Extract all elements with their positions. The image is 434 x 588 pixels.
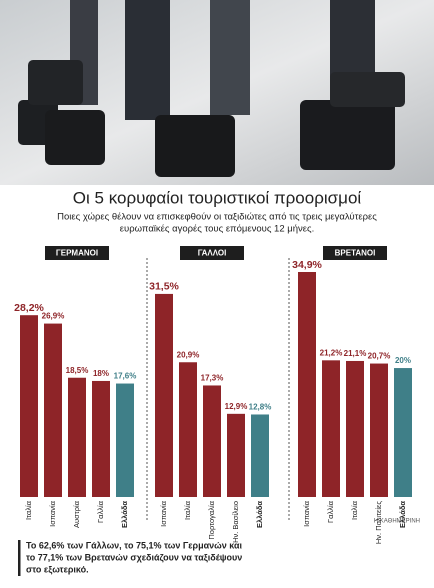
value-label: 12,8% xyxy=(249,403,272,412)
panel-header: ΓΕΡΜΑΝΟΙ xyxy=(56,249,98,258)
category-label: Ην. Πολιτείες xyxy=(374,501,383,545)
value-label: 21,2% xyxy=(320,348,343,357)
value-label: 26,9% xyxy=(42,312,65,321)
category-label: Γαλλία xyxy=(326,500,335,523)
value-label: 18% xyxy=(93,369,109,378)
panel-header-box xyxy=(180,246,244,260)
value-label: 20% xyxy=(395,356,411,365)
value-label: 21,1% xyxy=(344,349,367,358)
title: Οι 5 κορυφαίοι τουριστικοί προορισμοί xyxy=(73,188,362,207)
category-label: Γαλλία xyxy=(96,500,105,523)
category-label: Ιταλία xyxy=(350,500,359,520)
value-label: 20,9% xyxy=(177,350,200,359)
bar xyxy=(68,377,86,497)
panel-header: ΒΡΕΤΑΝΟΙ xyxy=(335,249,376,258)
category-label: Ην. Βασίλειο xyxy=(231,501,240,543)
category-label: Ιταλία xyxy=(24,500,33,520)
bar xyxy=(116,383,134,497)
source: Η ΚΑΘΗΜΕΡΙΝΗ xyxy=(374,519,420,525)
bar xyxy=(322,360,340,497)
bar xyxy=(394,368,412,497)
panel-header-box xyxy=(323,246,387,260)
bar xyxy=(203,385,221,497)
bar xyxy=(44,323,62,497)
value-label: 17,6% xyxy=(114,372,137,381)
bar xyxy=(370,363,388,497)
footnote: Το 62,6% των Γάλλων, το 75,1% των Γερμαν… xyxy=(26,540,242,550)
category-label: Ισπανία xyxy=(159,500,168,527)
value-label: 34,9% xyxy=(292,259,322,271)
bar xyxy=(346,360,364,497)
bar xyxy=(20,315,38,497)
bar xyxy=(92,380,110,497)
subtitle: ευρωπαϊκές αγορές τους επόμενους 12 μήνε… xyxy=(120,224,314,235)
bar xyxy=(155,293,173,497)
value-label: 17,3% xyxy=(201,374,224,383)
category-label: Ιταλία xyxy=(183,500,192,520)
footnote: στο εξωτερικό. xyxy=(26,564,89,574)
footnote: το 77,1% των Βρετανών σχεδιάζουν να ταξι… xyxy=(26,552,242,562)
photo xyxy=(0,0,434,185)
category-label: Ισπανία xyxy=(302,500,311,527)
category-label: Ελλάδα xyxy=(255,501,264,528)
panel-header-box xyxy=(45,246,109,260)
category-label: Πορτογαλία xyxy=(207,500,216,539)
category-label: Ελλάδα xyxy=(120,501,129,528)
subtitle: Ποιες χώρες θέλουν να επισκεφθούν οι ταξ… xyxy=(57,212,377,223)
footnote-marker xyxy=(18,540,21,576)
value-label: 28,2% xyxy=(14,302,44,314)
category-label: Αυστρία xyxy=(72,500,81,528)
bar xyxy=(298,272,316,497)
bar xyxy=(227,413,245,497)
value-label: 20,7% xyxy=(368,352,391,361)
category-label: Ισπανία xyxy=(48,500,57,527)
value-label: 31,5% xyxy=(149,281,179,293)
panel-header: ΓΑΛΛΟΙ xyxy=(198,249,227,258)
bar xyxy=(251,414,269,497)
value-label: 18,5% xyxy=(66,366,89,375)
category-label: Ελλάδα xyxy=(398,501,407,528)
value-label: 12,9% xyxy=(225,402,248,411)
bar xyxy=(179,362,197,497)
